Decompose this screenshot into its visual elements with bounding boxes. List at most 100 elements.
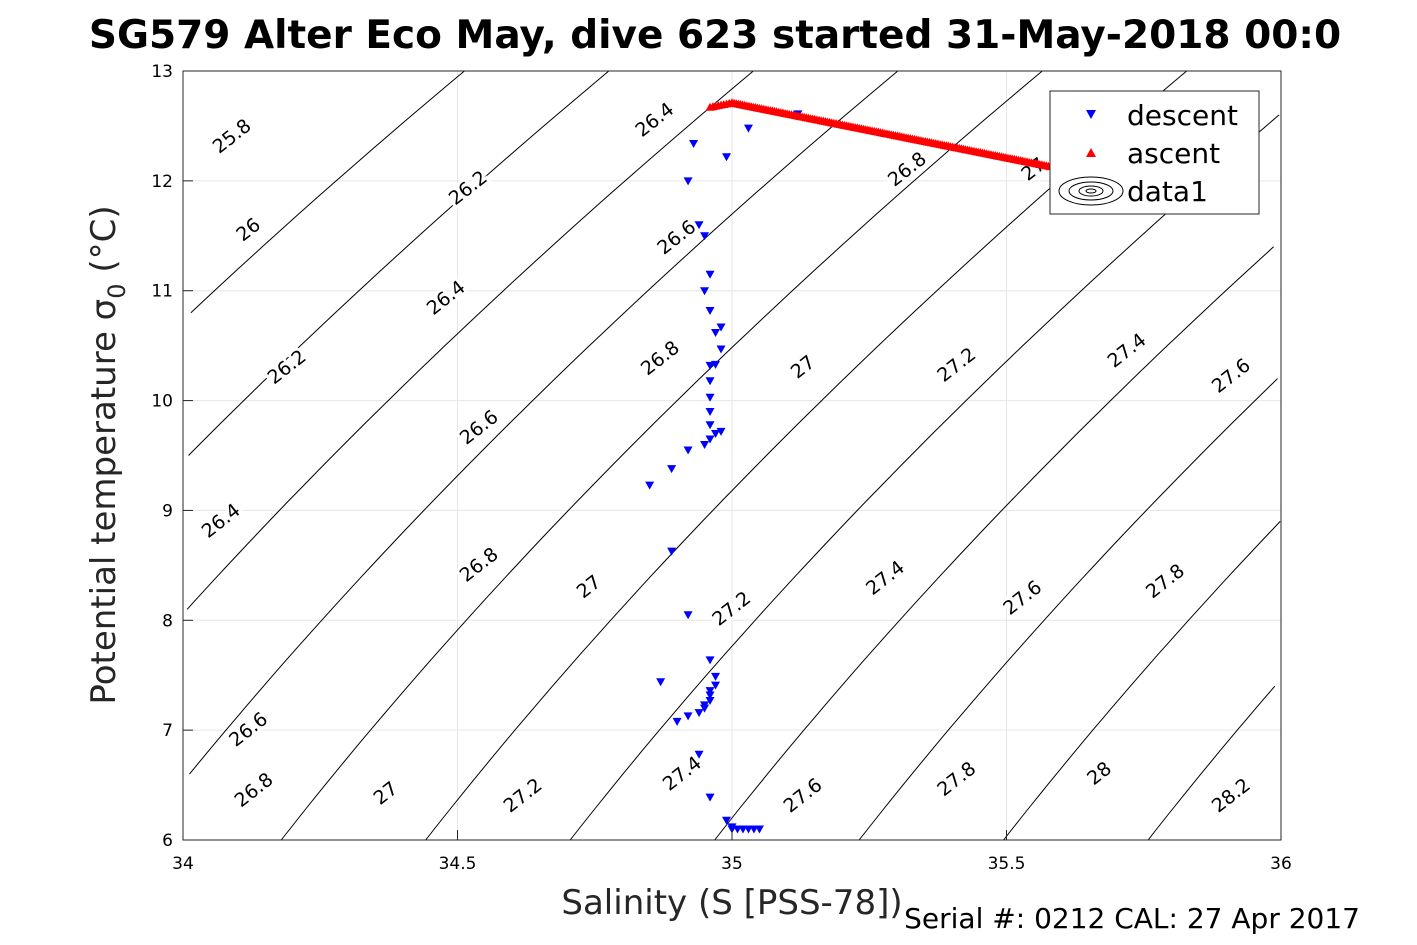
y-tick-label: 11 [151,282,173,302]
descent-point [705,691,715,700]
legend-data1-marker [1058,176,1124,206]
ascent-series [705,98,1055,171]
x-ticks: 34 34.5 35 35.5 36 [172,830,1292,874]
legend-descent-marker [1086,110,1096,119]
descent-point [705,656,715,665]
descent-point [694,221,704,230]
contour-label: 27.4 [659,752,706,795]
contour-27.2 [714,246,1274,841]
descent-point [705,435,715,444]
descent-point [705,393,715,402]
legend: descent ascent data1 [1049,90,1260,215]
descent-series [645,110,803,834]
descent-point [683,712,693,721]
descent-point [694,750,704,759]
descent-point [716,427,726,436]
contour-27.4 [858,378,1278,841]
descent-point [683,611,693,620]
descent-point [683,177,693,186]
descent-point [694,709,704,718]
contour-label: 26 [232,214,265,246]
x-axis-label: Salinity (S [PSS-78]) [561,883,902,923]
descent-point [705,696,715,705]
y-axis-label-subscript: 0 [103,283,131,298]
descent-point [722,153,732,162]
contour-label: 26.4 [423,276,470,319]
descent-point [672,717,682,726]
contour-27 [569,114,1280,841]
descent-point [705,361,715,370]
descent-point [705,270,715,279]
contour-27.8 [1147,685,1276,841]
contour-label: 26.8 [231,769,278,812]
y-tick-label: 10 [151,392,173,412]
contour-label: 27 [787,351,820,383]
descent-point [711,328,721,337]
y-axis-label: Potential temperature σ0 (°C) [84,205,131,704]
descent-point [722,816,732,825]
density-contours [186,70,1281,841]
descent-point [667,547,677,556]
descent-point [705,793,715,802]
descent-point [705,306,715,315]
x-tick-label: 34 [172,854,194,874]
contour-label: 27.6 [780,774,827,817]
contour-label: 28.2 [1208,774,1255,817]
contour-label: 27.8 [933,758,980,801]
contour-label: 26.2 [264,346,311,389]
serial-footer: Serial #: 0212 CAL: 27 Apr 2017 [904,902,1360,935]
descent-point [689,140,699,149]
y-axis-label-symbol: σ [84,299,124,321]
y-ticks: 6 7 8 9 10 11 12 13 [151,62,193,851]
legend-ascent-marker [1086,148,1096,157]
descent-point [716,323,726,332]
contour-label: 27.8 [1142,560,1189,603]
descent-point [700,287,710,296]
contour-label: 26.4 [631,98,678,141]
x-tick-label: 35.5 [988,854,1026,874]
legend-ascent-label: ascent [1127,137,1220,170]
descent-point [705,421,715,430]
legend-data1-label: data1 [1127,175,1208,208]
contour-label: 26.8 [456,543,503,586]
legend-box [1049,90,1260,215]
y-axis-label-main: Potential temperature [84,320,124,704]
y-tick-label: 12 [151,172,173,192]
descent-point [754,825,764,834]
descent-point [711,672,721,681]
contour-label: 26.8 [884,148,931,191]
descent-point [743,124,753,133]
y-tick-label: 7 [162,721,173,741]
legend-descent-label: descent [1127,99,1238,132]
descent-point [727,825,737,834]
contour-label: 27 [369,777,402,809]
descent-point [700,704,710,713]
descent-point [711,681,721,690]
contour-26.8 [425,70,1188,841]
descent-point [711,430,721,439]
descent-point [667,465,677,474]
descent-point [716,345,726,354]
contour-label: 27.2 [500,774,547,817]
descent-point [705,377,715,386]
contour-27.6 [1003,521,1281,841]
x-tick-label: 36 [1270,854,1292,874]
contour-25.8 [190,70,465,314]
contour-26.6 [280,70,1043,841]
contour-label: 27.4 [862,556,909,599]
contour-label: 27 [573,571,606,603]
contour-26 [188,70,610,456]
contour-label: 28 [1083,758,1116,790]
y-tick-label: 6 [162,831,173,851]
contour-label: 26.8 [637,337,684,380]
contour-label: 26.4 [198,499,245,542]
descent-point [700,441,710,450]
descent-point [683,446,693,455]
descent-point [705,687,715,696]
contour-label: 27.4 [1104,329,1151,372]
contour-26.2 [186,70,754,610]
descent-point [700,232,710,241]
contour-label: 26.6 [225,708,272,751]
y-axis-label-unit: (°C) [84,205,124,283]
